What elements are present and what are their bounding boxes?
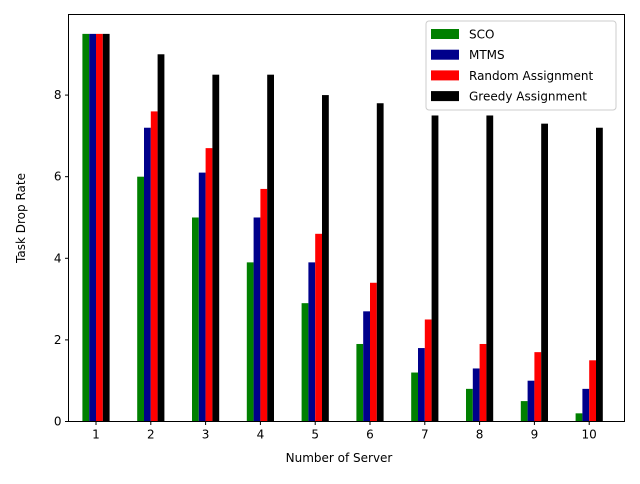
legend-label: Greedy Assignment [469, 90, 587, 104]
bar-greedy-assignment-3 [212, 74, 220, 422]
y-tick-label: 4 [54, 251, 62, 265]
legend-label: Random Assignment [469, 69, 593, 83]
bar-sco-1 [82, 33, 90, 422]
bar-greedy-assignment-10 [596, 127, 603, 422]
plot-frame [68, 14, 625, 422]
bar-sco-2 [137, 176, 144, 422]
bar-random-assignment-10 [589, 360, 596, 422]
x-tick-label: 9 [531, 428, 539, 442]
x-tick-label: 1 [92, 428, 100, 442]
x-tick-label: 4 [257, 428, 265, 442]
x-axis-label: Number of Server [286, 451, 393, 465]
bar-mtms-7 [418, 348, 425, 422]
bar-random-assignment-1 [96, 33, 103, 422]
bar-greedy-assignment-2 [157, 54, 165, 422]
legend-label: SCO [469, 28, 494, 42]
y-axis-label: Task Drop Rate [14, 173, 28, 264]
bar-greedy-assignment-1 [102, 33, 110, 422]
legend: SCO MTMS Random Assignment Greedy Assignmen… [425, 20, 617, 111]
legend-swatch-greedy-assignment [431, 91, 459, 102]
bar-random-assignment-4 [260, 188, 268, 422]
bar-sco-9 [520, 401, 528, 422]
bar-mtms-1 [89, 33, 96, 422]
x-tick-label: 6 [366, 428, 374, 442]
bar-mtms-2 [144, 127, 151, 422]
bar-mtms-4 [253, 217, 261, 422]
bar-random-assignment-7 [424, 319, 432, 422]
bar-mtms-10 [582, 388, 590, 422]
bar-sco-7 [411, 372, 418, 422]
bar-greedy-assignment-8 [486, 115, 494, 422]
bar-sco-10 [575, 413, 583, 422]
legend-label: MTMS [469, 48, 505, 62]
bar-random-assignment-3 [205, 148, 213, 422]
legend-frame [425, 20, 617, 111]
bar-random-assignment-6 [370, 282, 377, 422]
y-ticks: 0 2 4 6 8 [54, 88, 69, 429]
bar-greedy-assignment-5 [322, 95, 329, 422]
bar-mtms-9 [527, 380, 535, 422]
legend-swatch-random-assignment [431, 70, 459, 81]
bar-sco-4 [246, 262, 254, 422]
x-tick-label: 10 [582, 428, 597, 442]
bar-sco-3 [192, 217, 199, 422]
x-tick-label: 7 [421, 428, 429, 442]
y-tick-label: 2 [54, 333, 62, 347]
legend-swatch-mtms [431, 49, 459, 60]
bars-layer [82, 33, 603, 422]
bar-mtms-8 [472, 368, 480, 422]
bar-sco-6 [356, 343, 364, 422]
bar-random-assignment-5 [315, 233, 322, 422]
legend-swatch-sco [431, 29, 459, 39]
bar-random-assignment-8 [479, 343, 487, 422]
bar-greedy-assignment-6 [376, 103, 384, 422]
bar-mtms-3 [198, 172, 206, 422]
bar-mtms-5 [308, 262, 316, 422]
bar-sco-5 [301, 303, 309, 422]
y-tick-label: 0 [54, 415, 62, 429]
x-tick-label: 2 [147, 428, 155, 442]
y-tick-label: 6 [54, 170, 62, 184]
y-tick-label: 8 [54, 88, 62, 102]
x-ticks: 1 2 3 4 5 6 7 8 9 10 [92, 421, 597, 442]
bar-greedy-assignment-7 [431, 115, 439, 422]
bar-random-assignment-2 [150, 111, 158, 422]
bar-greedy-assignment-9 [541, 123, 548, 422]
bar-greedy-assignment-4 [267, 74, 274, 422]
x-tick-label: 3 [202, 428, 210, 442]
bar-mtms-6 [363, 311, 370, 422]
x-tick-label: 5 [311, 428, 319, 442]
bar-random-assignment-9 [534, 352, 542, 422]
x-tick-label: 8 [476, 428, 484, 442]
bar-sco-8 [466, 388, 473, 422]
